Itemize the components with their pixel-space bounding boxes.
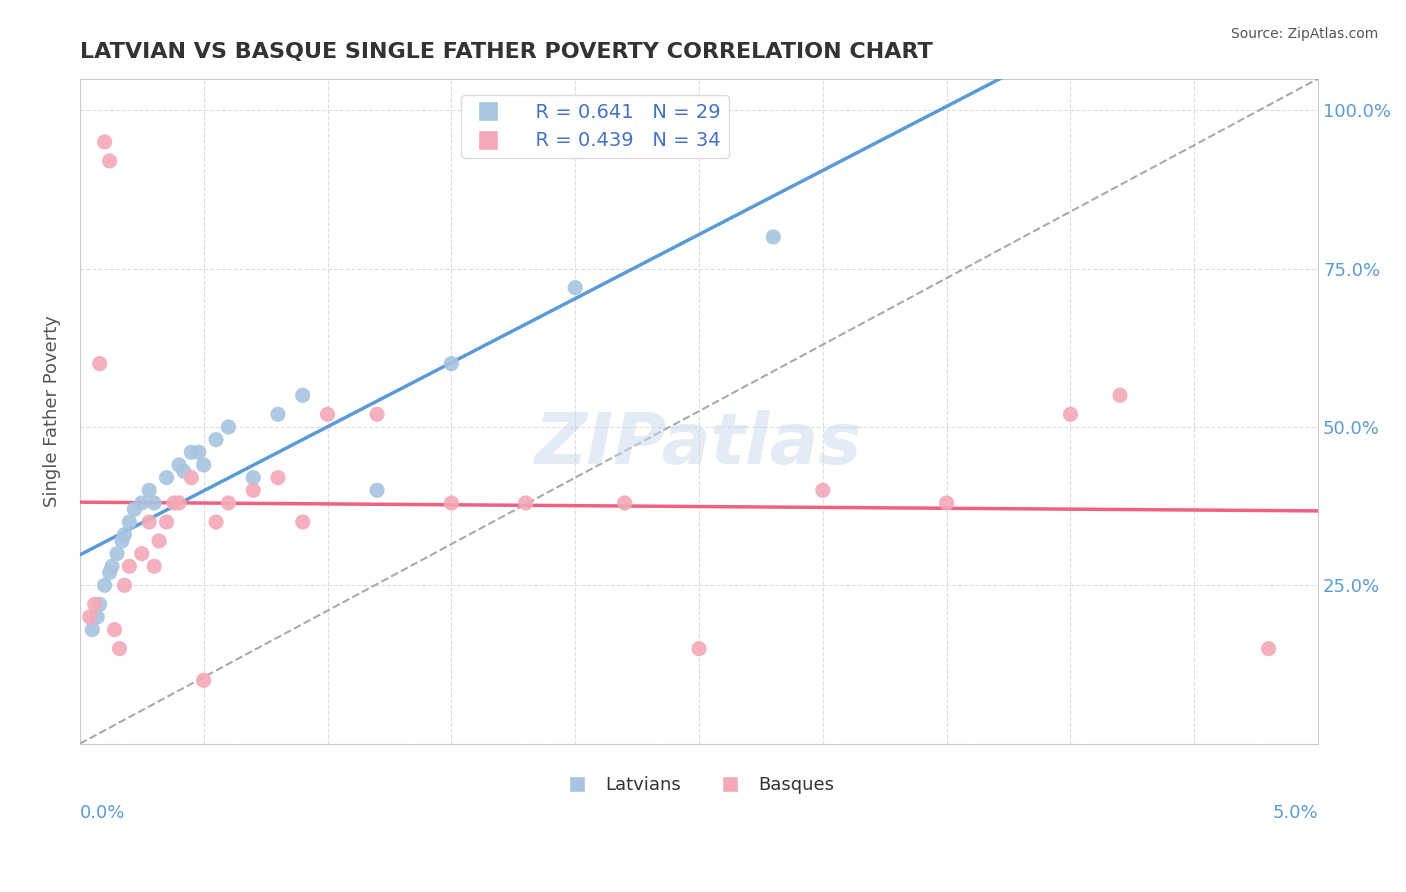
Point — [105, 547, 128, 561]
Text: Source: ZipAtlas.com: Source: ZipAtlas.com — [1230, 27, 1378, 41]
Point — [114, 527, 136, 541]
Point — [93, 578, 115, 592]
Point — [440, 496, 463, 510]
Point — [167, 496, 190, 510]
Point — [366, 483, 388, 498]
Point — [93, 135, 115, 149]
Point — [131, 547, 153, 561]
Point — [366, 407, 388, 421]
Point — [688, 641, 710, 656]
Point — [148, 533, 170, 548]
Point — [103, 623, 125, 637]
Point — [193, 458, 215, 472]
Point — [1109, 388, 1132, 402]
Text: ZIPatlas: ZIPatlas — [536, 410, 863, 479]
Point — [89, 597, 111, 611]
Point — [101, 559, 124, 574]
Point — [167, 458, 190, 472]
Point — [1059, 407, 1081, 421]
Legend: Latvians, Basques: Latvians, Basques — [557, 769, 842, 801]
Point — [108, 641, 131, 656]
Point — [98, 153, 121, 168]
Point — [440, 357, 463, 371]
Point — [114, 578, 136, 592]
Y-axis label: Single Father Poverty: Single Father Poverty — [44, 315, 60, 507]
Point — [79, 610, 101, 624]
Point — [267, 470, 290, 484]
Point — [86, 610, 108, 624]
Point — [205, 515, 228, 529]
Point — [613, 496, 636, 510]
Point — [515, 496, 537, 510]
Point — [138, 515, 160, 529]
Point — [242, 483, 264, 498]
Point — [291, 515, 314, 529]
Point — [187, 445, 209, 459]
Point — [111, 533, 134, 548]
Point — [267, 407, 290, 421]
Point — [316, 407, 339, 421]
Text: 0.0%: 0.0% — [80, 804, 125, 822]
Point — [83, 597, 105, 611]
Point — [118, 559, 141, 574]
Point — [811, 483, 834, 498]
Point — [89, 357, 111, 371]
Text: LATVIAN VS BASQUE SINGLE FATHER POVERTY CORRELATION CHART: LATVIAN VS BASQUE SINGLE FATHER POVERTY … — [80, 42, 932, 62]
Point — [291, 388, 314, 402]
Point — [155, 470, 177, 484]
Point — [155, 515, 177, 529]
Point — [217, 420, 239, 434]
Point — [762, 230, 785, 244]
Point — [564, 280, 586, 294]
Point — [193, 673, 215, 688]
Text: 5.0%: 5.0% — [1272, 804, 1319, 822]
Point — [131, 496, 153, 510]
Point — [118, 515, 141, 529]
Point — [98, 566, 121, 580]
Point — [180, 445, 202, 459]
Point — [138, 483, 160, 498]
Point — [173, 464, 195, 478]
Point — [163, 496, 186, 510]
Point — [143, 496, 166, 510]
Point — [217, 496, 239, 510]
Point — [180, 470, 202, 484]
Point — [143, 559, 166, 574]
Point — [1257, 641, 1279, 656]
Point — [242, 470, 264, 484]
Point — [935, 496, 957, 510]
Point — [124, 502, 146, 516]
Point — [82, 623, 104, 637]
Point — [205, 433, 228, 447]
